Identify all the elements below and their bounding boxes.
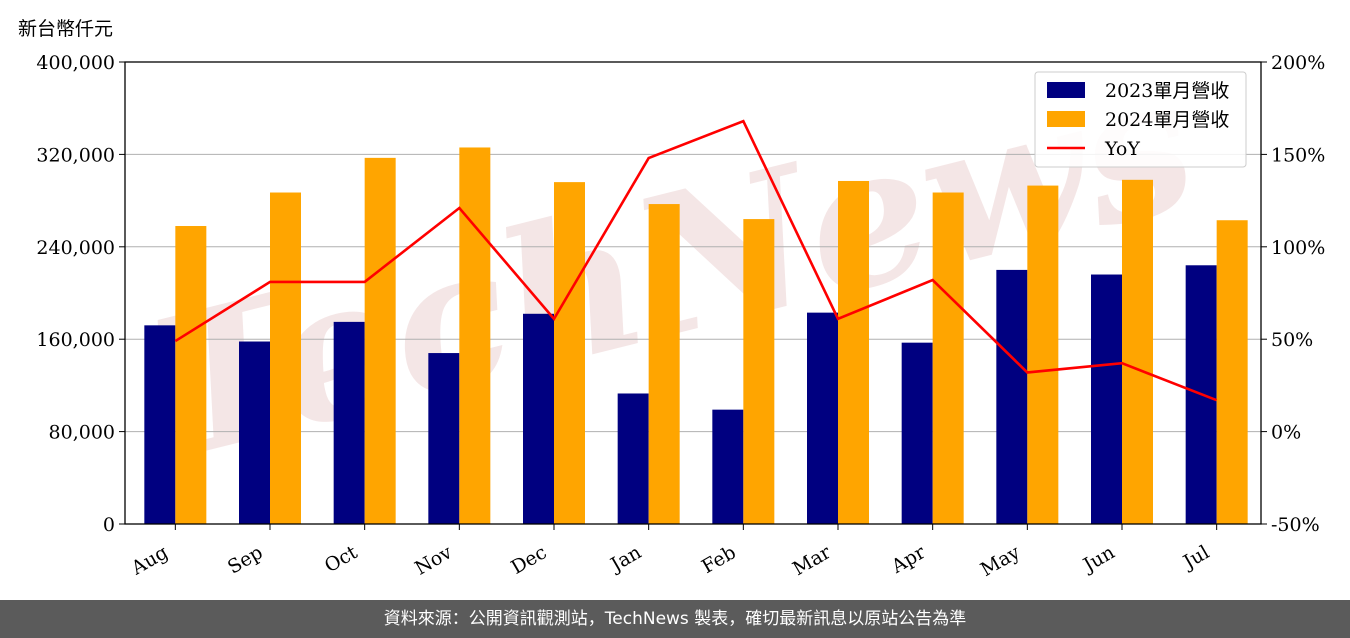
x-tick-label: Mar [789,541,835,580]
bar-2023 [239,341,270,524]
bar-2024 [648,204,680,524]
bar-2024 [932,192,964,524]
legend-swatch [1047,82,1085,98]
left-tick-label: 240,000 [36,237,115,259]
revenue-chart: TechNews080,000160,000240,000320,000400,… [36,29,1325,581]
x-tick-label: Nov [411,541,456,580]
bar-2023 [428,353,460,524]
bar-2024 [1122,179,1153,524]
x-tick-label: Aug [127,541,172,580]
x-tick-label: Apr [887,541,930,578]
left-tick-label: 160,000 [36,329,115,351]
bar-2023 [901,342,933,524]
x-tick-label: May [977,541,1024,581]
right-tick-label: -50% [1271,514,1320,536]
bar-2024 [175,226,207,524]
source-footer: 資料來源：公開資訊觀測站，TechNews 製表，確切最新訊息以原站公告為準 [0,600,1350,638]
bar-2023 [144,325,176,524]
left-tick-label: 80,000 [49,422,115,444]
bar-2023 [996,269,1028,524]
x-tick-label: Feb [698,541,740,578]
bar-2023 [333,321,365,524]
bar-2023 [807,312,838,524]
bar-2024 [1027,185,1059,524]
bar-2024 [459,147,491,524]
plot-frame [124,61,1262,525]
x-tick-label: Oct [321,541,362,577]
bar-2024 [838,180,869,524]
bar-2023 [617,393,649,524]
yoy-line [174,119,1218,402]
bar-2024 [1216,220,1248,525]
x-tick-label: Jul [1178,541,1213,574]
right-tick-label: 100% [1271,237,1325,259]
legend-label: 2023單月營收 [1105,80,1229,102]
bar-2023 [1091,274,1122,524]
legend-label: YoY [1104,138,1140,160]
bar-2024 [554,182,585,524]
legend-box [1034,71,1247,168]
right-tick-label: 50% [1271,329,1313,351]
legend-swatch [1047,111,1085,127]
bar-2023 [712,409,744,524]
left-tick-label: 0 [103,514,115,536]
left-tick-label: 400,000 [36,52,115,74]
right-tick-label: 150% [1271,144,1325,166]
legend-label: 2024單月營收 [1105,109,1229,131]
bar-2024 [270,192,301,524]
x-tick-label: Jan [605,541,645,577]
right-tick-label: 0% [1271,422,1301,444]
x-tick-label: Jun [1078,541,1119,577]
x-tick-label: Sep [224,541,267,578]
x-tick-label: Dec [507,541,550,579]
left-tick-label: 320,000 [36,144,115,166]
bar-2024 [743,219,775,524]
y-axis-unit-label: 新台幣仟元 [18,18,114,40]
bar-2024 [364,157,396,525]
bar-2023 [523,313,554,524]
right-tick-label: 200% [1271,52,1325,74]
